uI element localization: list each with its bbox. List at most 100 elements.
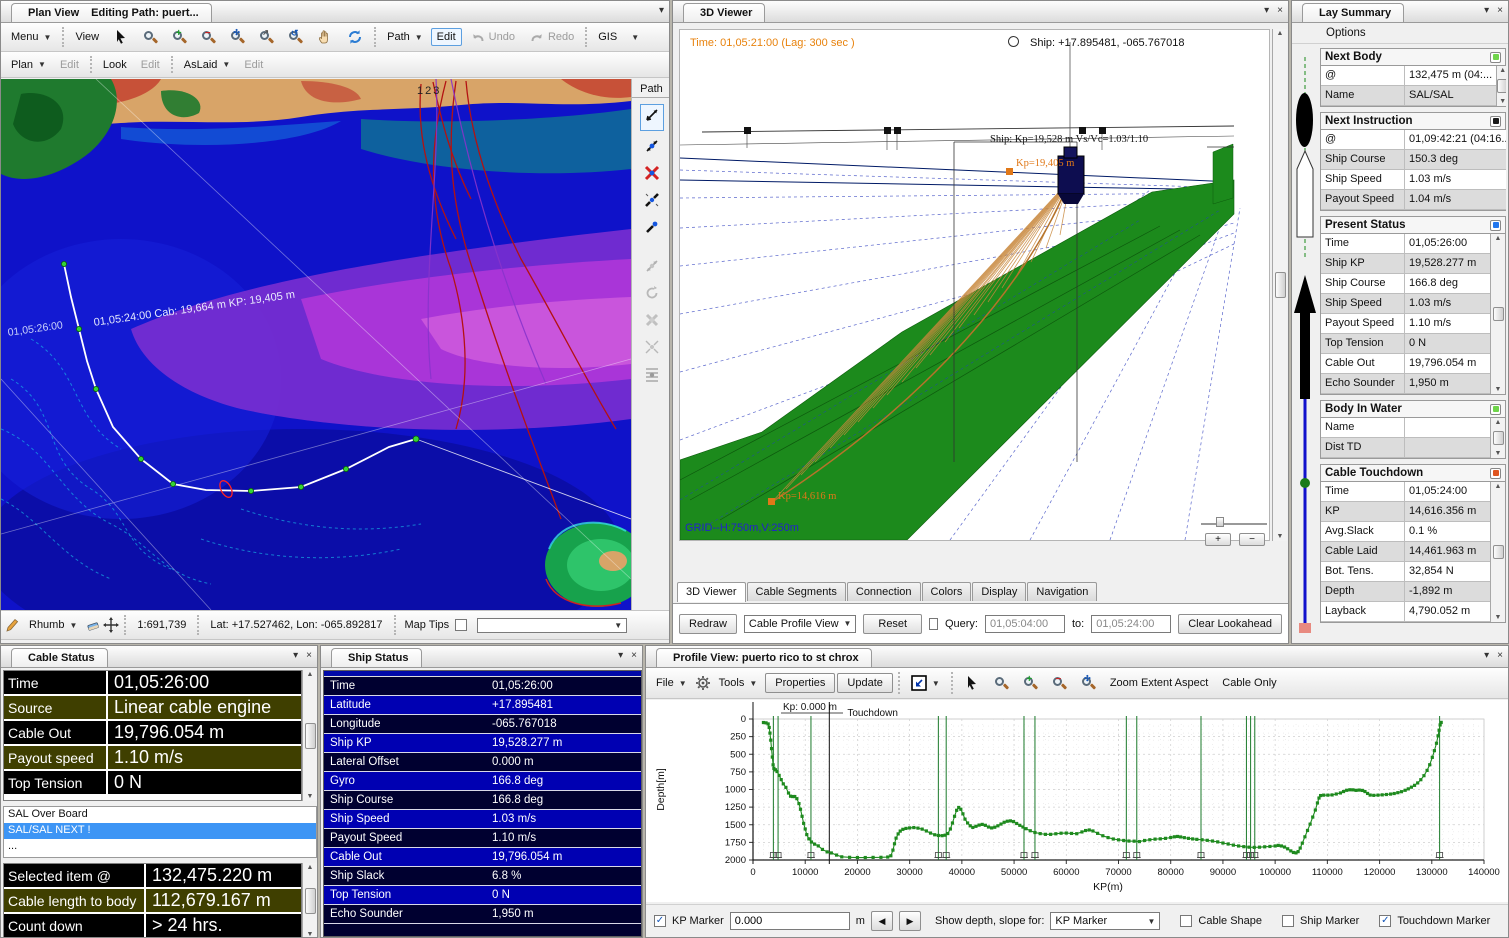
query-to-input[interactable] (1091, 615, 1171, 633)
panel-menu-caret-icon[interactable]: ▾ (1484, 5, 1489, 17)
section-indicator-icon[interactable] (1490, 220, 1501, 231)
cable-only-button[interactable]: Cable Only (1216, 674, 1282, 692)
viewer3d-scrollbar[interactable]: ▲▼ (1272, 29, 1287, 541)
close-icon[interactable]: × (1277, 5, 1283, 17)
menu-button[interactable]: Menu▼ (5, 28, 57, 46)
panel-menu-caret-icon[interactable]: ▾ (293, 650, 298, 662)
profile-zoom-in-button[interactable]: + (1017, 673, 1044, 694)
path-resize-tool[interactable] (643, 257, 661, 278)
profile-zoom-window-button[interactable] (988, 673, 1015, 694)
path-delete-point-tool[interactable] (643, 164, 661, 185)
scroll-down-icon[interactable]: ▼ (307, 793, 314, 800)
scroll-thumb[interactable] (305, 888, 316, 914)
ship-marker-checkbox[interactable] (1282, 915, 1294, 927)
panel-menu-caret-icon[interactable]: ▾ (1264, 5, 1269, 17)
update-button[interactable]: Update (837, 673, 892, 693)
scroll-down-icon[interactable]: ▼ (1277, 533, 1284, 540)
path-move-point-tool[interactable] (643, 137, 661, 158)
scroll-down-icon[interactable]: ▼ (307, 931, 314, 938)
path-select-tool[interactable] (640, 104, 664, 131)
tab-3d-viewer[interactable]: 3D Viewer (683, 3, 765, 22)
look-edit-button[interactable]: Edit (135, 56, 166, 74)
list-item[interactable]: ... (4, 839, 316, 855)
section-scrollbar[interactable]: ▲▼ (1490, 482, 1505, 622)
redo-button[interactable]: Redo (523, 26, 580, 48)
path-split-segment-tool[interactable] (643, 191, 661, 212)
profile-chart[interactable]: 0100002000030000400005000060000700008000… (646, 700, 1508, 902)
measure-pencil-icon[interactable] (5, 617, 21, 633)
close-icon[interactable]: × (1497, 5, 1503, 17)
tab-cable-segments[interactable]: Cable Segments (747, 582, 846, 601)
zoom-extent-aspect-button[interactable]: Zoom Extent Aspect (1104, 674, 1214, 692)
viewer3d-canvas[interactable]: Time: 01,05:21:00 (Lag: 300 sec ) Ship: … (679, 29, 1270, 541)
cable-status-scrollbar[interactable]: ▲▼ (302, 670, 317, 801)
aslaid-menu-button[interactable]: AsLaid▼ (178, 56, 237, 74)
scroll-up-icon[interactable]: ▲ (307, 864, 314, 871)
clear-lookahead-button[interactable]: Clear Lookahead (1178, 614, 1282, 634)
path-rotate-tool[interactable] (643, 284, 661, 305)
path-add-vertex-tool[interactable] (643, 218, 661, 239)
scroll-up-icon[interactable]: ▲ (1277, 30, 1284, 37)
viewer3d-zoom-out-button[interactable]: − (1239, 533, 1265, 546)
section-indicator-icon[interactable] (1490, 52, 1501, 63)
plan-menu-caret-icon[interactable]: ▾ (659, 5, 664, 17)
export-view-button[interactable]: ▼ (905, 672, 946, 694)
scroll-up-icon[interactable]: ▲ (1495, 419, 1502, 426)
plan-edit-button[interactable]: Edit (54, 56, 85, 74)
path-menu-button[interactable]: Path▼ (381, 28, 429, 46)
map-tips-checkbox[interactable] (455, 619, 467, 631)
properties-button[interactable]: Properties (765, 673, 835, 693)
tab-cable-status[interactable]: Cable Status (11, 648, 108, 667)
list-item[interactable]: SAL Over Board (4, 807, 316, 823)
scroll-up-icon[interactable]: ▲ (1495, 235, 1502, 242)
aslaid-edit-button[interactable]: Edit (238, 56, 269, 74)
map-tips-select[interactable]: ▼ (477, 618, 627, 633)
profile-zoom-fit-button[interactable]: ✣ (1075, 673, 1102, 694)
center-crosshair-icon[interactable] (103, 617, 119, 633)
query-checkbox[interactable] (929, 618, 938, 630)
show-depth-select[interactable]: KP Marker▼ (1050, 912, 1160, 930)
scroll-thumb[interactable] (1493, 307, 1504, 321)
tab-colors[interactable]: Colors (922, 582, 972, 601)
path-list-tool[interactable] (643, 365, 661, 386)
panel-menu-caret-icon[interactable]: ▾ (618, 650, 623, 662)
viewer3d-zoom-in-button[interactable]: + (1205, 533, 1231, 546)
plan-menu-button[interactable]: Plan▼ (5, 56, 52, 74)
scroll-thumb[interactable] (1275, 272, 1286, 298)
scroll-thumb[interactable] (1493, 545, 1504, 559)
kp-marker-checkbox[interactable]: ✓ (654, 915, 666, 927)
scroll-thumb[interactable] (1497, 79, 1506, 93)
undo-button[interactable]: Undo (464, 26, 521, 48)
scroll-up-icon[interactable]: ▲ (1499, 67, 1506, 74)
redraw-button[interactable]: Redraw (679, 614, 737, 634)
file-menu-button[interactable]: File▼ (650, 674, 693, 692)
zoom-fit-button[interactable]: ✣ (224, 27, 251, 48)
section-indicator-icon[interactable] (1490, 116, 1501, 127)
tab-profile-view[interactable]: Profile View: puerto rico to st chrox (656, 648, 872, 667)
select-cursor-button[interactable] (107, 26, 135, 48)
kp-prev-button[interactable]: ◀ (871, 911, 893, 931)
eraser-icon[interactable] (85, 617, 101, 633)
section-scrollbar[interactable]: ▲▼ (1490, 234, 1505, 394)
path-edit-button[interactable]: Edit (431, 28, 462, 46)
refresh-button[interactable] (341, 26, 369, 48)
tab-ship-status[interactable]: Ship Status (331, 648, 422, 667)
scroll-thumb[interactable] (1493, 431, 1504, 445)
pan-hand-button[interactable] (311, 26, 339, 48)
path-converge-tool[interactable] (643, 338, 661, 359)
path-delete-all-tool[interactable] (643, 311, 661, 332)
profile-zoom-out-button[interactable]: − (1046, 673, 1073, 694)
scroll-up-icon[interactable]: ▲ (1495, 483, 1502, 490)
gis-button[interactable]: GIS (592, 28, 623, 46)
close-icon[interactable]: × (1497, 650, 1503, 662)
scroll-down-icon[interactable]: ▼ (1495, 614, 1502, 621)
close-icon[interactable]: × (306, 650, 312, 662)
zoom-previous-button[interactable]: ↺ (282, 27, 309, 48)
viewer3d-zoom-handle[interactable] (1216, 517, 1224, 527)
section-scrollbar[interactable]: ▲▼ (1490, 418, 1505, 458)
tab-lay-summary[interactable]: Lay Summary (1302, 3, 1404, 22)
tab-3d-viewer[interactable]: 3D Viewer (677, 582, 746, 602)
plan-map[interactable]: 01,05:24:00 Cab: 19,664 m KP: 19,405 m 0… (1, 79, 631, 610)
reset-button[interactable]: Reset (863, 614, 922, 634)
scroll-down-icon[interactable]: ▼ (1495, 450, 1502, 457)
